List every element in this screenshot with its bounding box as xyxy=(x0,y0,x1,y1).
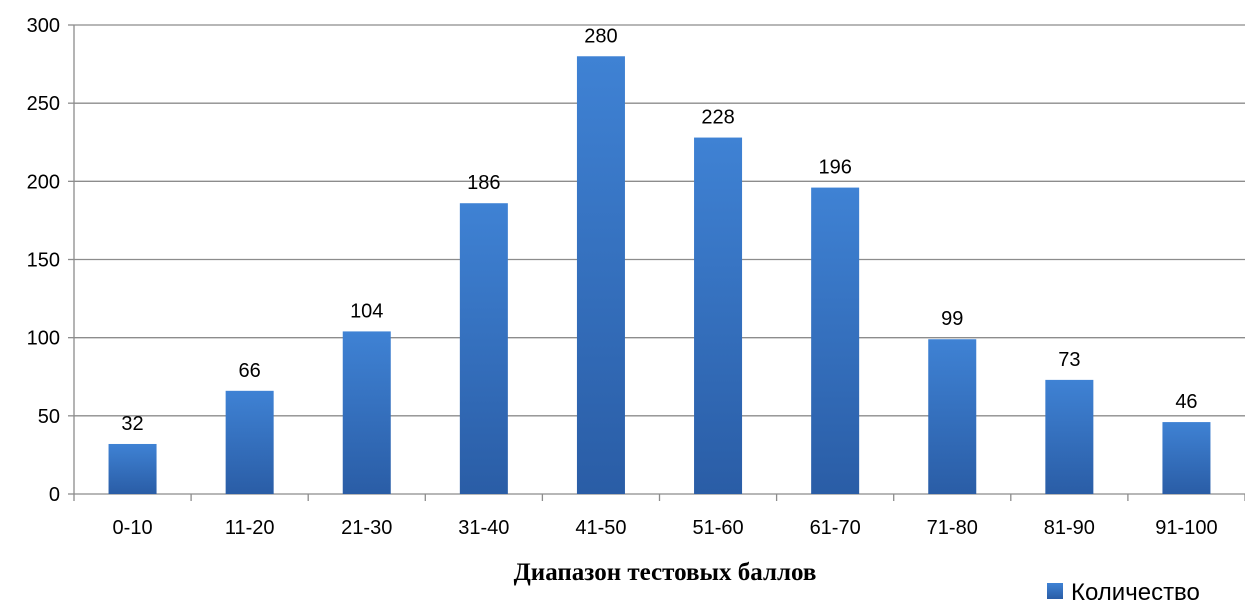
x-tick-label: 81-90 xyxy=(1044,517,1095,539)
data-label: 73 xyxy=(1058,349,1080,371)
data-labels: 32 66 104 186 280 228 196 99 73 46 xyxy=(121,25,1197,435)
y-tick-label: 150 xyxy=(27,250,60,272)
bar xyxy=(928,339,977,494)
bar xyxy=(1162,422,1211,494)
x-tick-label: 21-30 xyxy=(341,517,392,539)
bar xyxy=(1045,379,1094,494)
y-tick-label: 200 xyxy=(27,171,60,193)
bar xyxy=(811,187,860,494)
bar xyxy=(342,331,391,494)
x-tick-label: 11-20 xyxy=(225,517,275,539)
x-tick-label: 41-50 xyxy=(575,517,626,539)
y-tick-label: 300 xyxy=(27,15,60,37)
x-tick-label: 61-70 xyxy=(810,517,861,539)
x-axis-title: Диапазон тестовых баллов xyxy=(514,559,817,586)
data-label: 186 xyxy=(467,172,500,194)
y-tick-label: 50 xyxy=(38,406,60,428)
bar xyxy=(225,390,274,494)
y-tick-label: 250 xyxy=(27,93,60,115)
data-label: 228 xyxy=(701,107,734,129)
bar xyxy=(108,443,157,494)
y-tick-label: 0 xyxy=(49,484,60,506)
data-label: 104 xyxy=(350,300,383,322)
data-label: 196 xyxy=(818,157,851,179)
x-tick-label: 91-100 xyxy=(1155,517,1217,539)
data-label: 46 xyxy=(1175,391,1197,413)
data-label: 66 xyxy=(239,360,261,382)
y-tick-label: 100 xyxy=(27,328,60,350)
bars xyxy=(108,56,1211,495)
legend: Количество xyxy=(1047,579,1200,606)
legend-swatch xyxy=(1047,583,1063,599)
legend-label: Количество xyxy=(1071,579,1200,601)
data-label: 280 xyxy=(584,25,617,47)
y-tick-labels: 0 50 100 150 200 250 300 xyxy=(27,15,60,506)
data-label: 32 xyxy=(121,413,143,435)
x-tick-label: 31-40 xyxy=(458,517,509,539)
bar xyxy=(576,56,625,495)
x-tick-labels: 0-10 11-20 21-30 31-40 41-50 51-60 61-70 71-80 8… xyxy=(113,517,1218,539)
data-label: 99 xyxy=(941,308,963,330)
x-tick-label: 51-60 xyxy=(692,517,743,539)
bar xyxy=(459,203,508,494)
x-tick-label: 71-80 xyxy=(927,517,978,539)
bar xyxy=(694,137,743,494)
x-tick-label: 0-10 xyxy=(113,517,153,539)
